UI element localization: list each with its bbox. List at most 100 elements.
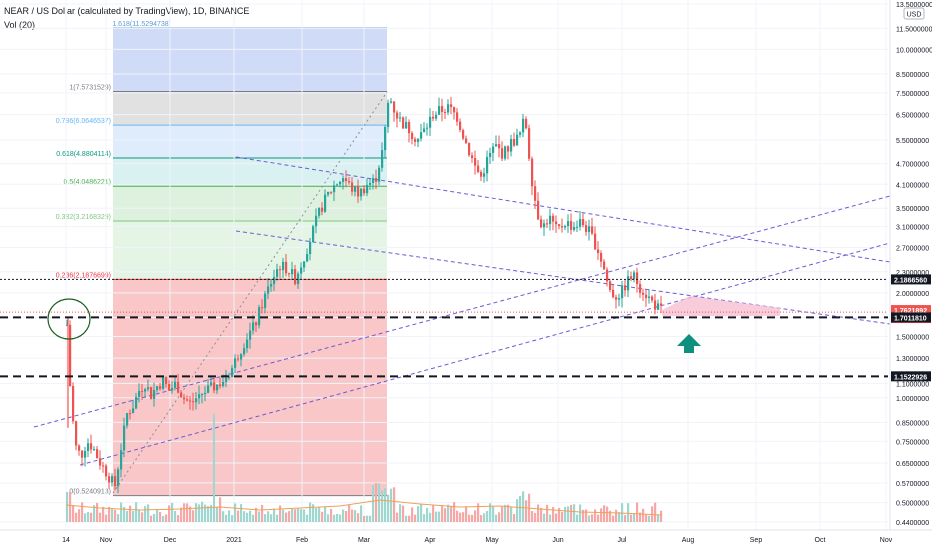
fib-level-label: 1.618(11.5294738)	[112, 21, 171, 28]
x-tick-label: Aug	[682, 537, 695, 544]
volume-bar	[522, 491, 525, 522]
price-label-box[interactable]	[891, 371, 931, 382]
candle-body	[531, 158, 534, 187]
candle-body	[414, 139, 417, 142]
fib-level-label: 0.382(3.2168329)	[56, 214, 111, 221]
candle-body	[357, 186, 360, 197]
candle-body	[279, 269, 282, 271]
currency-tag[interactable]	[903, 7, 925, 20]
volume-bar	[315, 508, 318, 522]
candle-body	[549, 215, 552, 225]
candle-body	[402, 117, 405, 129]
fib-diagonal[interactable]	[112, 91, 388, 494]
candle-body	[561, 226, 564, 228]
candle-body	[483, 173, 486, 177]
candle-body	[423, 128, 426, 133]
volume-bar	[72, 505, 75, 522]
candle-body	[120, 450, 123, 470]
y-tick-label: 5.5000000	[896, 138, 929, 145]
volume-bar	[414, 514, 417, 522]
volume-bar	[633, 513, 636, 522]
volume-bar	[429, 512, 432, 522]
volume-bar	[117, 514, 120, 522]
volume-bar	[618, 512, 621, 522]
price-axis[interactable]: 13.5000000 11.5000000 10.0000000 8.5000000 7…	[889, 0, 932, 530]
trend-line[interactable]	[33, 195, 891, 428]
up-arrow-icon[interactable]	[677, 334, 701, 353]
volume-bar	[165, 514, 168, 522]
volume-bar	[261, 504, 264, 522]
candle-body	[324, 194, 327, 212]
volume-bar	[66, 492, 69, 522]
annotations[interactable]	[47, 298, 701, 353]
candle-body	[495, 144, 498, 147]
volume-bar	[630, 514, 633, 522]
volume-bar	[339, 514, 342, 522]
candle-body	[474, 158, 477, 166]
time-axis[interactable]: 14 Nov Dec 2021 Feb Mar Apr May Jun Jul Aug Sep Oct N…	[0, 529, 932, 544]
candle-body	[159, 386, 162, 389]
volume-bar	[648, 515, 651, 522]
volume-bar	[225, 514, 228, 522]
candle-body	[420, 132, 423, 139]
volume-bar	[417, 506, 420, 522]
volume-bar	[132, 510, 135, 522]
candle-body	[132, 408, 135, 414]
volume-bar	[306, 514, 309, 522]
trend-line[interactable]	[235, 156, 891, 263]
y-tick-label: 1.1000000	[896, 381, 929, 388]
x-tick-label: Nov	[100, 537, 113, 544]
price-label-box[interactable]	[891, 274, 931, 285]
trend-lines[interactable]	[33, 91, 891, 494]
candle-body	[234, 358, 237, 368]
candle-body	[207, 385, 210, 393]
volume-bar	[660, 510, 663, 522]
volume-bar	[603, 505, 606, 522]
candle-body	[237, 358, 240, 360]
candle-body	[534, 186, 537, 201]
candle-body	[447, 104, 450, 113]
candle-body	[585, 225, 588, 232]
y-tick-label: 8.5000000	[896, 72, 929, 79]
trend-line[interactable]	[235, 230, 891, 325]
price-label-box[interactable]	[891, 312, 931, 323]
candle-body	[441, 106, 444, 112]
candle-body	[186, 399, 189, 401]
forecast-zone[interactable]	[662, 296, 780, 316]
volume-bar	[480, 515, 483, 522]
horizontal-levels[interactable]	[0, 278, 888, 378]
volume-bar	[462, 512, 465, 522]
price-label: 1.7621892	[894, 308, 927, 315]
candle-body	[381, 150, 384, 168]
volume-bar	[564, 507, 567, 522]
volume-bar	[624, 515, 627, 522]
volume-bar	[642, 508, 645, 522]
highlight-ellipse[interactable]	[47, 298, 91, 340]
volume-bar	[396, 512, 399, 522]
volume-bar	[138, 509, 141, 522]
volume-bar	[576, 514, 579, 522]
candle-body	[444, 111, 447, 113]
volume-bar	[192, 510, 195, 522]
candle-body	[489, 152, 492, 158]
volume-bar	[210, 504, 213, 522]
candle-body	[582, 219, 585, 226]
candle-body	[189, 400, 192, 402]
volume-bar	[531, 511, 534, 522]
candle-body	[465, 138, 468, 144]
candle-body	[72, 386, 75, 422]
volume-bar	[291, 508, 294, 522]
volume-bar	[474, 510, 477, 522]
volume-bar	[507, 504, 510, 522]
volume-indicator-label[interactable]: Vol (20)	[4, 20, 36, 30]
candle-body	[297, 273, 300, 285]
volume-bar	[363, 515, 366, 522]
volume-bar	[207, 506, 210, 522]
volume-bar	[453, 502, 456, 522]
candle-body	[504, 146, 507, 159]
candle-body	[153, 390, 156, 399]
volume-bar	[606, 506, 609, 522]
candle-body	[519, 132, 522, 135]
fib-retracement[interactable]: 1.618(11.5294738) 1(7.5731529) 0.786(6.064…	[56, 21, 387, 497]
